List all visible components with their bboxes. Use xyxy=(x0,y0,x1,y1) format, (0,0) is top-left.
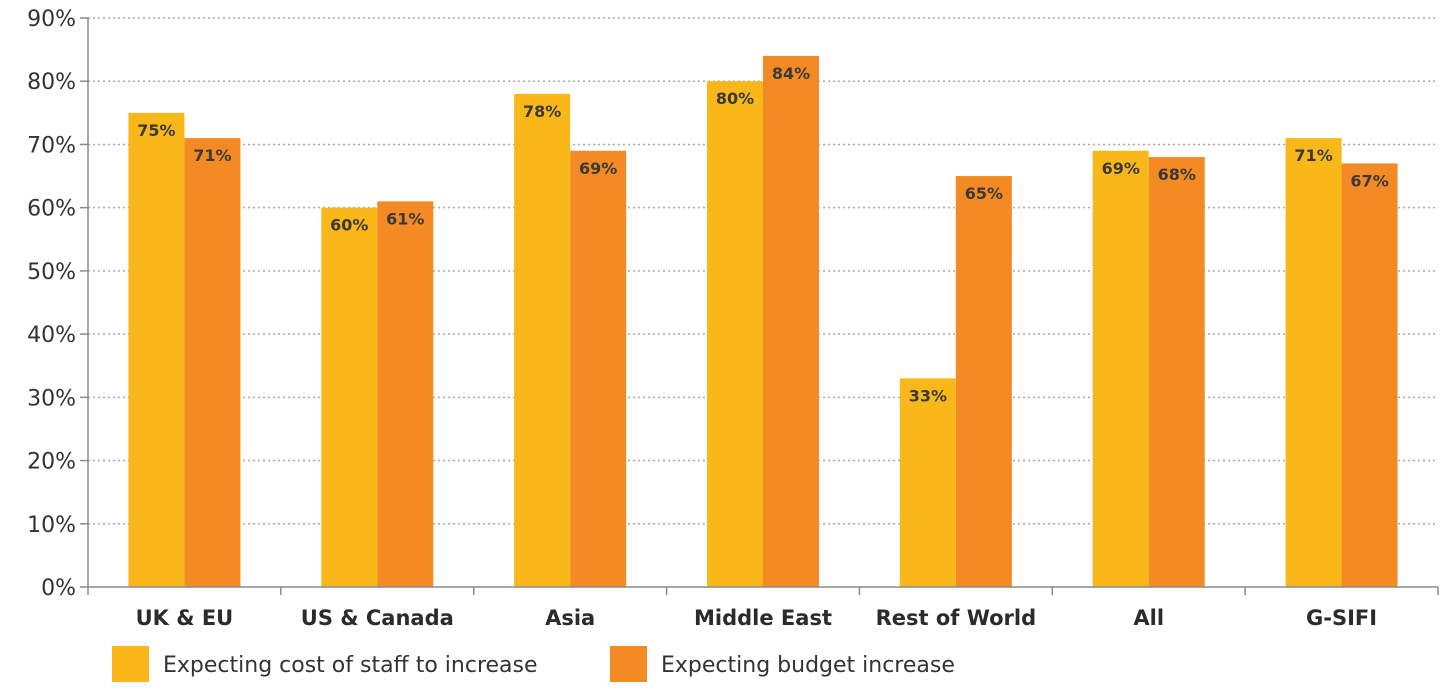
data-label: 69% xyxy=(1102,159,1140,178)
x-category-label: Asia xyxy=(545,606,595,630)
legend-label: Expecting budget increase xyxy=(661,653,955,678)
data-label: 61% xyxy=(386,209,424,228)
bar-staff-cost-5 xyxy=(1092,150,1149,587)
y-tick-label: 40% xyxy=(27,323,76,348)
data-label: 71% xyxy=(193,146,231,165)
x-category-label: Middle East xyxy=(694,606,832,630)
bars xyxy=(128,55,1398,588)
x-category-label: All xyxy=(1133,606,1164,630)
y-tick-label: 70% xyxy=(27,133,76,158)
y-tick-label: 30% xyxy=(27,386,76,411)
bar-budget-0 xyxy=(184,138,241,587)
data-label: 65% xyxy=(965,184,1003,203)
bar-budget-5 xyxy=(1148,157,1205,588)
bar-staff-cost-0 xyxy=(128,112,185,587)
x-category-label: US & Canada xyxy=(301,606,454,630)
data-label: 71% xyxy=(1294,146,1332,165)
y-tick-label: 80% xyxy=(27,70,76,95)
legend-swatch xyxy=(112,646,149,682)
data-label: 80% xyxy=(716,89,754,108)
bar-budget-3 xyxy=(763,55,819,587)
legend-label: Expecting cost of staff to increase xyxy=(163,653,538,678)
data-label: 69% xyxy=(579,159,617,178)
bar-staff-cost-1 xyxy=(321,207,378,587)
y-tick-label: 0% xyxy=(41,576,76,601)
bar-budget-2 xyxy=(570,150,627,587)
data-label: 67% xyxy=(1350,171,1388,190)
bar-staff-cost-4 xyxy=(899,378,956,587)
data-label: 84% xyxy=(772,64,810,83)
bar-budget-1 xyxy=(377,201,434,587)
bar-staff-cost-2 xyxy=(514,93,571,587)
legend: Expecting cost of staff to increase Expec… xyxy=(112,646,955,682)
x-category-label: G-SIFI xyxy=(1306,606,1377,630)
axes: 0% 10% 20% 30% 40% 50% 60% 70% 80% 90% UK & EU US &… xyxy=(27,7,1439,630)
bar-staff-cost-6 xyxy=(1285,138,1342,587)
data-label: 75% xyxy=(137,121,175,140)
y-tick-label: 10% xyxy=(27,513,76,538)
x-category-label: Rest of World xyxy=(876,606,1037,630)
x-category-label: UK & EU xyxy=(136,606,234,630)
y-tick-label: 90% xyxy=(27,7,76,32)
data-label: 68% xyxy=(1158,165,1196,184)
data-label: 78% xyxy=(523,102,561,121)
data-label: 33% xyxy=(909,386,947,405)
bar-budget-4 xyxy=(955,176,1012,588)
legend-swatch xyxy=(610,646,647,682)
data-labels: 75% 71% 60% 61% 78% 69% 80% 84% 33% 65% 69% 68% 71% 6… xyxy=(137,64,1388,405)
bar-budget-6 xyxy=(1341,163,1398,587)
y-tick-label: 20% xyxy=(27,450,76,475)
bar-staff-cost-3 xyxy=(707,81,763,587)
y-tick-label: 50% xyxy=(27,260,76,285)
y-tick-label: 60% xyxy=(27,197,76,222)
data-label: 60% xyxy=(330,216,368,235)
